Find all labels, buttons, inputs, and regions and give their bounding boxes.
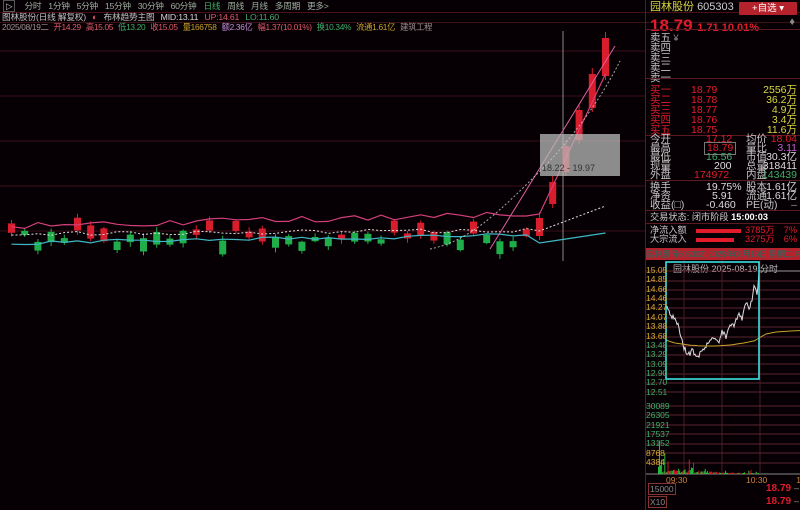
svg-text:18.22 - 19.97: 18.22 - 19.97 xyxy=(542,163,595,173)
